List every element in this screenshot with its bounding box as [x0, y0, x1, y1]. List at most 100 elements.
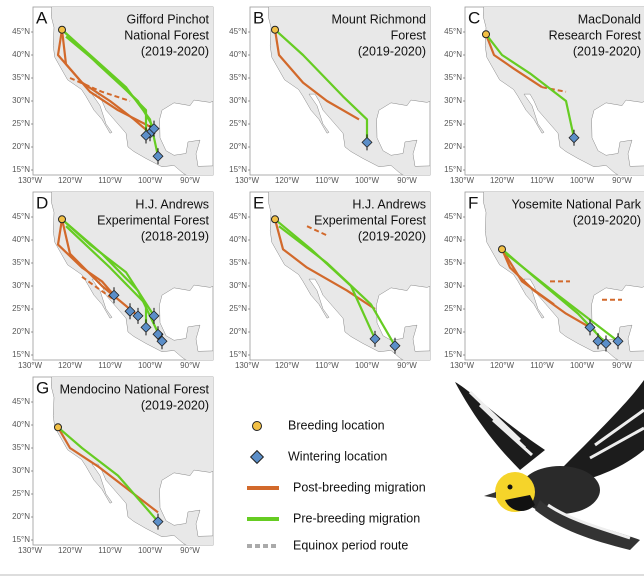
wintering-location [124, 305, 136, 317]
panel-letter: E [253, 193, 264, 212]
pre-breeding-route [65, 225, 148, 328]
wintering-location [152, 516, 164, 528]
lat-tick-label: 15°N [12, 535, 30, 544]
panel-title: Mendocino National Forest [60, 382, 210, 396]
lat-tick-label: 35°N [12, 443, 30, 452]
panel-title: Gifford Pinchot [127, 12, 210, 26]
lat-tick-label: 45°N [12, 397, 30, 406]
lon-tick-label: 90°W [180, 546, 200, 555]
lat-tick-label: 15°N [12, 350, 30, 359]
lon-tick-label: 110°W [98, 176, 122, 185]
lat-tick-label: 25°N [12, 119, 30, 128]
legend: Breeding location Wintering location Pos… [247, 418, 426, 552]
lon-tick-label: 100°W [138, 546, 163, 555]
equinox-route [69, 77, 131, 102]
lat-tick-label: 30°N [12, 96, 30, 105]
lon-tick-label: 130°W [18, 176, 43, 185]
land [482, 7, 644, 175]
wintering-location [584, 321, 596, 333]
breeding-location [498, 245, 506, 254]
land [267, 192, 430, 360]
legend-label: Equinox period route [293, 538, 408, 552]
breeding-location [58, 215, 66, 224]
lat-tick-label: 30°N [444, 96, 462, 105]
map-area [482, 192, 644, 360]
lon-tick-label: 130°W [235, 176, 260, 185]
lat-tick-label: 45°N [444, 212, 462, 221]
lat-tick-label: 35°N [12, 258, 30, 267]
lat-tick-label: 35°N [444, 258, 462, 267]
lat-tick-label: 40°N [444, 235, 462, 244]
wintering-location [612, 335, 624, 347]
lon-tick-label: 120°W [58, 546, 83, 555]
lat-tick-label: 45°N [444, 27, 462, 36]
lon-tick-label: 100°W [355, 176, 380, 185]
panel-title: MacDonald [578, 12, 641, 26]
lat-tick-label: 40°N [229, 235, 247, 244]
lon-tick-label: 120°W [490, 361, 515, 370]
lat-tick-label: 45°N [229, 27, 247, 36]
lat-tick-label: 15°N [229, 165, 247, 174]
wintering-location [152, 328, 164, 340]
lat-tick-label: 45°N [229, 212, 247, 221]
wintering-location [132, 310, 144, 322]
lat-tick-label: 25°N [229, 304, 247, 313]
pre-breeding-route [505, 252, 619, 343]
panel-title: (2019-2020) [141, 44, 209, 58]
lat-tick-label: 25°N [229, 119, 247, 128]
map-panel: 15°N 20°N 25°N 30°N 35°N 40°N 45°N 130°W 120°W 11… [444, 6, 644, 185]
post-breeding-route [56, 219, 115, 296]
panel-letter: C [468, 8, 480, 27]
breeding-location [482, 30, 490, 39]
lat-tick-label: 25°N [444, 304, 462, 313]
panel-title: Mount Richmond [332, 12, 427, 26]
lon-tick-label: 110°W [530, 361, 554, 370]
wintering-location [148, 310, 160, 322]
panel-title: (2019-2020) [358, 44, 426, 58]
panel-letter: D [36, 193, 48, 212]
panel-letter: G [36, 378, 49, 397]
lat-tick-label: 40°N [12, 50, 30, 59]
lat-tick-label: 35°N [12, 73, 30, 82]
equinox-route [541, 86, 567, 93]
lat-tick-label: 20°N [444, 142, 462, 151]
lat-tick-label: 35°N [229, 73, 247, 82]
wintering-location [148, 123, 160, 135]
lon-tick-label: 90°W [612, 361, 632, 370]
map-panel: 15°N 20°N 25°N 30°N 35°N 40°N 45°N 130°W 120°W 11… [12, 191, 214, 370]
lon-tick-label: 100°W [570, 176, 595, 185]
map-panel: 15°N 20°N 25°N 30°N 35°N 40°N 45°N 130°W 120°W 11… [229, 191, 431, 370]
map-area [50, 7, 213, 175]
breeding-location [58, 25, 66, 34]
lon-tick-label: 130°W [450, 176, 475, 185]
map-panel: 15°N 20°N 25°N 30°N 35°N 40°N 45°N 130°W 120°W 11… [12, 376, 214, 555]
panel-letter: A [36, 8, 48, 27]
wintering-location [156, 335, 168, 347]
pre-breeding-route [57, 426, 159, 523]
wintering-location [600, 337, 612, 350]
lat-tick-label: 15°N [444, 165, 462, 174]
land [50, 7, 213, 175]
lat-tick-label: 20°N [12, 512, 30, 521]
lat-tick-label: 35°N [444, 73, 462, 82]
wintering-location [568, 132, 580, 144]
panel-title: Research Forest [549, 28, 642, 42]
panel-title: National Forest [124, 28, 209, 42]
map-area [267, 7, 430, 175]
map-panel: 15°N 20°N 25°N 30°N 35°N 40°N 45°N 130°W 120°W 11… [12, 6, 214, 185]
wintering-location [140, 129, 152, 142]
panel-title: Forest [391, 28, 427, 42]
lat-tick-label: 40°N [12, 420, 30, 429]
wintering-location [140, 321, 152, 333]
panel-title: (2019-2020) [573, 213, 641, 227]
lon-tick-label: 120°W [58, 176, 83, 185]
panel-title: (2019-2020) [141, 398, 209, 412]
post-breeding-route [56, 29, 151, 135]
lon-tick-label: 110°W [98, 546, 122, 555]
panel-letter: F [468, 193, 478, 212]
lat-tick-label: 15°N [229, 350, 247, 359]
wintering-location [369, 333, 381, 345]
post-breeding-route [60, 219, 139, 317]
panel-title: (2019-2020) [358, 229, 426, 243]
